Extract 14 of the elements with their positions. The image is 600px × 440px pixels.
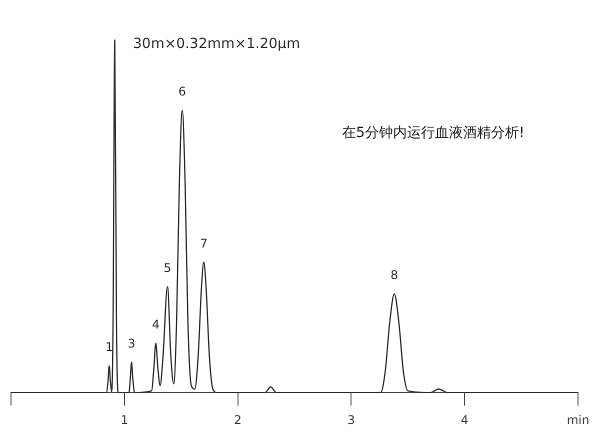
annotation: 8 — [390, 268, 398, 282]
x-tick-label: 4 — [460, 412, 468, 427]
x-tick-label: 3 — [347, 412, 356, 427]
annotation: 4 — [152, 317, 160, 332]
annotation: 6 — [178, 84, 186, 99]
annotation: 1 — [105, 340, 114, 354]
x-tick-label: 2 — [234, 412, 242, 427]
x-tick-label: 1 — [120, 412, 128, 427]
chart-title: 30m×0.32mm×1.20μm — [133, 36, 300, 52]
annotation: 7 — [200, 236, 208, 250]
annotation: 3 — [128, 336, 136, 350]
x-tick-label: min — [566, 412, 590, 427]
annotation: 5 — [164, 260, 172, 275]
annotation: 在5分钟内运行血液酒精分析! — [342, 124, 526, 142]
